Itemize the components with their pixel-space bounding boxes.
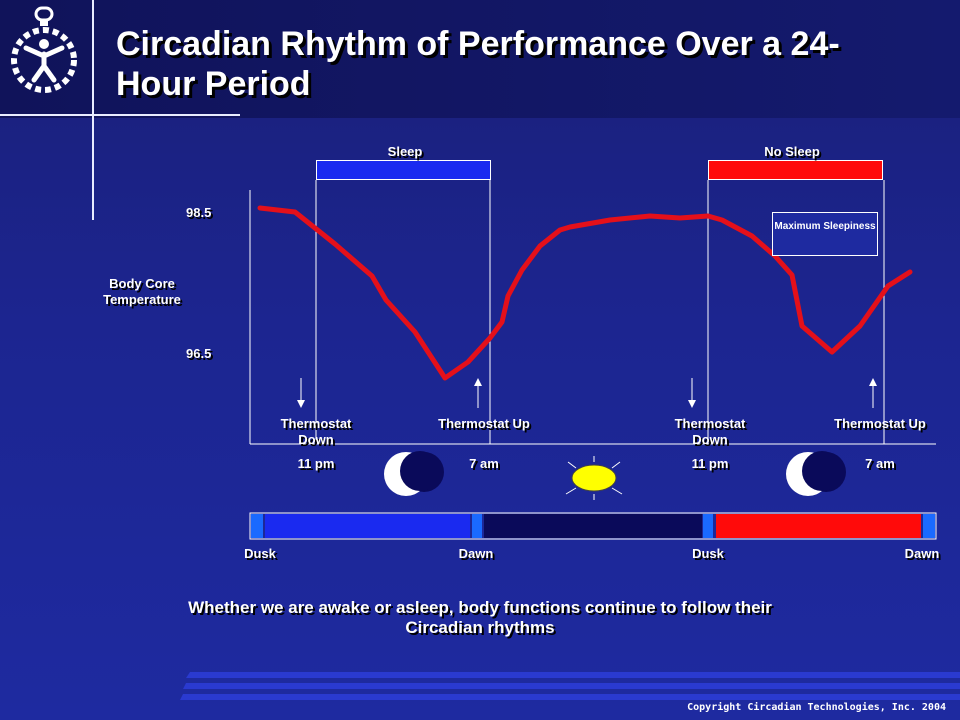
timeline-label: Dawn [904, 546, 940, 561]
y-tick-high: 98.5 [186, 205, 212, 220]
temperature-curve [257, 205, 913, 381]
divider-vertical [92, 0, 94, 220]
event-label: Thermostat Up [438, 416, 530, 431]
moon-icon [384, 451, 444, 496]
arrow-down-icon [297, 378, 305, 408]
no-sleep-label: No Sleep [764, 144, 820, 159]
caption: Whether we are awake or asleep, body fun… [188, 598, 772, 637]
timeline-dusk-edge [251, 514, 263, 538]
timeline-dawn-edge [923, 514, 935, 538]
sun-icon [565, 456, 623, 500]
arrow-up-icon [869, 378, 877, 408]
timeline-night-2 [716, 514, 921, 538]
arrow-up-icon [474, 378, 482, 408]
copyright: Copyright Circadian Technologies, Inc. 2… [687, 702, 946, 713]
arrow-down-icon [688, 378, 696, 408]
no-sleep-box [708, 160, 883, 180]
divider-horizontal [0, 114, 240, 116]
event-time: 7 am [469, 456, 499, 471]
event-label: Thermostat Down [280, 416, 352, 447]
decorative-stripes [180, 672, 960, 700]
event-time: 7 am [865, 456, 895, 471]
timeline-night-1 [265, 514, 470, 538]
timeline-frame [249, 512, 937, 540]
event-time: 11 pm [691, 456, 729, 471]
y-axis-label: Body Core Temperature [103, 276, 181, 307]
moon-icon [786, 451, 846, 496]
max-sleepiness-box: Maximum Sleepiness [772, 212, 878, 256]
event-label: Thermostat Down [674, 416, 746, 447]
y-tick-low: 96.5 [186, 346, 212, 361]
sleep-label: Sleep [387, 144, 423, 159]
timeline-dusk-edge [703, 514, 713, 538]
title-bar [0, 0, 960, 118]
timeline-label: Dawn [458, 546, 494, 561]
event-time: 11 pm [297, 456, 335, 471]
event-label: Thermostat Up [834, 416, 926, 431]
logo-icon [11, 6, 77, 93]
timeline-day [484, 514, 702, 538]
timeline-label: Dusk [692, 546, 724, 561]
timeline-dawn-edge [472, 514, 482, 538]
page-title: Circadian Rhythm of Performance Over a 2… [116, 25, 840, 103]
sleep-box [316, 160, 491, 180]
timeline-label: Dusk [244, 546, 276, 561]
